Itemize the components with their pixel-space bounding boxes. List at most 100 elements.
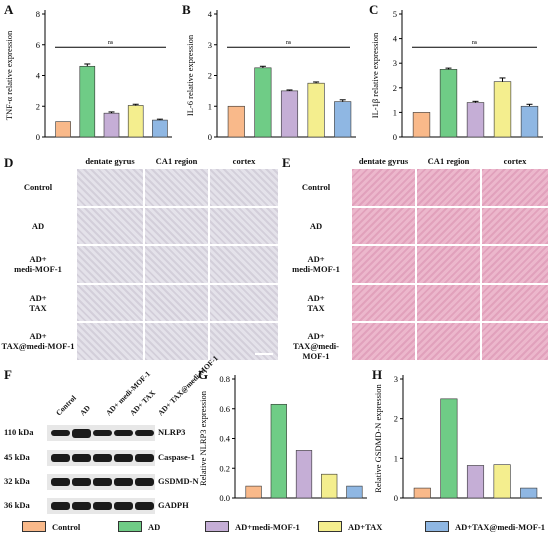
bar-control — [245, 485, 262, 499]
row-label: AD+ TAX — [0, 293, 76, 313]
row-label-line: AD+ — [307, 331, 325, 341]
protein-label: GSDMD-N — [158, 476, 199, 486]
column-label: cortex — [503, 156, 527, 166]
micrograph-tile — [352, 284, 415, 321]
panel-letter-b: B — [182, 2, 191, 17]
blot-band — [135, 454, 154, 462]
blot-band — [93, 502, 112, 510]
kda-label: 32 kDa — [4, 476, 30, 486]
legend: Control AD AD+medi-MOF-1 AD+TAX AD+TAX@medi-… — [0, 517, 550, 537]
legend-label: AD — [148, 521, 161, 532]
bar-ad-medi-mof-1 — [466, 102, 485, 138]
column-label: cortex — [232, 156, 256, 166]
row-label-line: AD — [31, 220, 45, 231]
row-label-line: Control — [301, 182, 331, 192]
bar-control — [412, 112, 431, 138]
lane-label: AD — [78, 403, 93, 418]
panel-e-he: dentate gyrus CA1 region cortex Control AD AD… — [282, 152, 550, 364]
row-label: AD+ TAX — [282, 293, 350, 313]
micrograph-tile — [482, 207, 548, 244]
bar-ad-tax-medi-mof-1 — [520, 105, 539, 138]
row-label: AD+ medi-MOF-1 — [282, 254, 350, 274]
y-tick-label: 0.6 — [219, 404, 230, 414]
y-tick-label: 2 — [394, 414, 398, 424]
y-tick-label: 1 — [393, 107, 397, 117]
blot-band — [114, 502, 133, 510]
bar-ad-tax — [321, 473, 338, 499]
bar-ad-tax — [493, 81, 512, 138]
row-label: AD — [0, 221, 76, 231]
protein-label: Caspase-1 — [158, 452, 195, 462]
micrograph-tile — [145, 207, 208, 244]
y-axis-label: Relative NLRP3 expression — [198, 390, 208, 486]
y-tick-label: 0.4 — [219, 434, 230, 444]
significance-label: ns — [472, 40, 478, 46]
panel-letter-d: D — [4, 155, 14, 170]
micrograph-tile — [352, 169, 415, 206]
blot-band — [72, 478, 91, 486]
bar-ad-tax-medi-mof-1 — [334, 101, 352, 138]
legend-item: AD+TAX@medi-MOF-1 — [425, 521, 545, 532]
chart-il1b: 0 1 2 3 4 5 IL-1β relative expression ns — [370, 9, 543, 142]
legend-swatch — [205, 521, 229, 532]
y-axis-label: Relative GSDMD-N expression — [373, 383, 383, 492]
panel-f-western-blot: Control AD AD+ medi-MOF-1 AD+ TAX AD+ TAX@me… — [0, 354, 220, 515]
micrograph-tile — [482, 323, 548, 360]
micrograph-tile — [482, 284, 548, 321]
row-label-line: TAX@medi-MOF-1 — [293, 341, 339, 361]
legend-swatch — [425, 521, 449, 532]
bar-control — [413, 487, 431, 499]
y-axis-label: TNF-α relative expression — [4, 30, 14, 120]
bar-ad — [440, 398, 458, 499]
micrograph-tile — [417, 284, 480, 321]
row-label-line: TAX — [29, 302, 47, 313]
y-tick-label: 3 — [208, 40, 212, 50]
y-axis-label: IL-1β relative expression — [370, 32, 380, 118]
y-tick-label: 5 — [393, 9, 397, 19]
row-label: AD+ TAX@medi-MOF-1 — [0, 331, 76, 351]
legend-swatch — [318, 521, 342, 532]
kda-label: 45 kDa — [4, 452, 30, 462]
chart-il6: 0 1 2 3 4 IL-6 relative expression ns — [185, 9, 356, 142]
panel-letter-g: G — [198, 367, 209, 382]
y-tick-label: 2 — [36, 101, 40, 111]
blot-row — [47, 450, 155, 466]
micrograph-tile — [417, 207, 480, 244]
bar-ad-medi-mof-1 — [280, 90, 299, 138]
protein-label: NLRP3 — [158, 427, 186, 437]
legend-label: Control — [52, 521, 81, 532]
row-label: AD — [282, 221, 350, 231]
y-tick-label: 0.0 — [219, 493, 230, 503]
row-label-line: TAX@medi-MOF-1 — [1, 341, 75, 351]
micrograph-tile — [352, 323, 415, 360]
blot-band — [114, 454, 133, 462]
micrograph-tile — [77, 169, 143, 206]
bar-ad-medi-mof-1 — [295, 450, 313, 499]
blot-row — [47, 474, 155, 490]
blot-band — [72, 502, 91, 510]
micrograph-tile — [77, 284, 143, 321]
legend-label: AD+TAX — [348, 521, 383, 532]
micrograph-tile — [417, 246, 480, 283]
row-label: AD+ TAX@medi-MOF-1 — [282, 331, 350, 361]
row-label: Control — [0, 182, 76, 192]
bar-ad — [270, 403, 287, 499]
micrograph-tile — [145, 169, 208, 206]
blot-band — [51, 502, 70, 510]
bar-ad-tax — [127, 105, 144, 138]
legend-item: AD+TAX — [318, 521, 382, 532]
bar-control — [227, 105, 245, 138]
kda-label: 110 kDa — [4, 427, 34, 437]
chart-gsdmd-n: 0 1 2 3 Relative GSDMD-N expression — [373, 374, 542, 503]
micrograph-tile — [352, 207, 415, 244]
micrograph-tile — [210, 169, 278, 206]
y-tick-label: 0.8 — [219, 374, 230, 384]
bar-ad-tax-medi-mof-1 — [152, 119, 168, 138]
blot-band — [72, 428, 91, 438]
panel-letter-a: A — [4, 2, 14, 17]
y-tick-label: 0 — [394, 493, 398, 503]
y-tick-label: 3 — [394, 374, 398, 384]
bar-control — [55, 121, 71, 138]
y-axis-label: IL-6 relative expression — [185, 34, 195, 116]
micrograph-tile — [210, 207, 278, 244]
